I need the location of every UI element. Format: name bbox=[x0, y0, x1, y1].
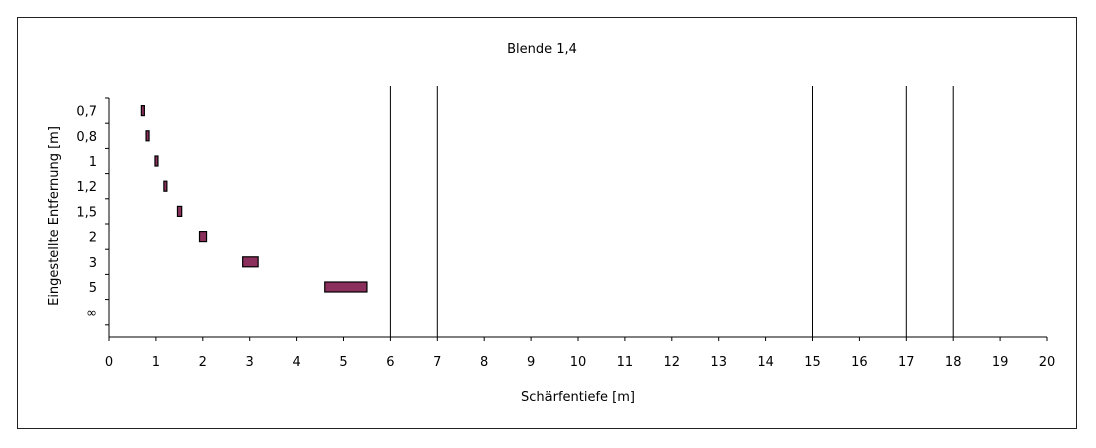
depth-bar-0,8 bbox=[145, 130, 150, 142]
depth-bar-3 bbox=[242, 256, 259, 268]
y-tick-label: 2 bbox=[89, 231, 97, 246]
y-tick-label: ∞ bbox=[86, 306, 97, 321]
chart-frame bbox=[17, 17, 1077, 429]
x-tick-label: 10 bbox=[570, 355, 587, 370]
x-tick-label: 14 bbox=[757, 355, 774, 370]
x-tick-label: 5 bbox=[339, 355, 347, 370]
x-tick-label: 7 bbox=[433, 355, 441, 370]
y-tick-label: 5 bbox=[89, 281, 97, 296]
y-tick-label: 3 bbox=[89, 256, 97, 271]
x-tick-label: 16 bbox=[851, 355, 868, 370]
x-tick-label: 19 bbox=[992, 355, 1009, 370]
chart-title: Blende 1,4 bbox=[507, 42, 577, 57]
x-tick-label: 0 bbox=[105, 355, 113, 370]
x-tick-labels: 0 1 2 3 4 5 6 7 8 9 10 11 12 13 14 15 16 17 18 19 20 bbox=[105, 355, 1055, 370]
x-tick-label: 9 bbox=[527, 355, 535, 370]
depth-bar-5 bbox=[324, 281, 368, 293]
x-tick-label: 13 bbox=[710, 355, 727, 370]
x-tick-label: 4 bbox=[292, 355, 300, 370]
axes bbox=[105, 97, 1048, 341]
depth-bar-1 bbox=[154, 155, 159, 167]
x-tick-label: 1 bbox=[152, 355, 160, 370]
depth-bar-1,2 bbox=[163, 180, 168, 192]
y-tick-label: 1,2 bbox=[76, 180, 97, 195]
x-tick-label: 2 bbox=[199, 355, 207, 370]
x-tick-label: 8 bbox=[480, 355, 488, 370]
y-tick-labels: 0,7 0,8 1 1,2 1,5 2 3 5 ∞ bbox=[76, 105, 97, 322]
y-tick-label: 0,7 bbox=[76, 105, 97, 120]
reference-lines bbox=[389, 86, 954, 337]
y-axis-label: Eingestellte Entfernung [m] bbox=[47, 126, 62, 306]
y-tick-label: 0,8 bbox=[76, 130, 97, 145]
x-tick-label: 18 bbox=[945, 355, 962, 370]
x-tick-label: 3 bbox=[246, 355, 254, 370]
depth-bar-0,7 bbox=[140, 104, 145, 117]
x-tick-label: 20 bbox=[1039, 355, 1056, 370]
y-tick-label: 1 bbox=[89, 155, 97, 170]
y-tick-label: 1,5 bbox=[76, 205, 97, 220]
x-tick-label: 12 bbox=[664, 355, 681, 370]
depth-of-field-bars bbox=[140, 104, 368, 293]
x-tick-label: 15 bbox=[804, 355, 821, 370]
depth-bar-1,5 bbox=[176, 205, 183, 217]
x-axis-label: Schärfentiefe [m] bbox=[521, 390, 635, 405]
x-tick-label: 17 bbox=[898, 355, 915, 370]
x-tick-label: 11 bbox=[617, 355, 634, 370]
x-tick-label: 6 bbox=[386, 355, 394, 370]
depth-bar-2 bbox=[198, 231, 208, 243]
